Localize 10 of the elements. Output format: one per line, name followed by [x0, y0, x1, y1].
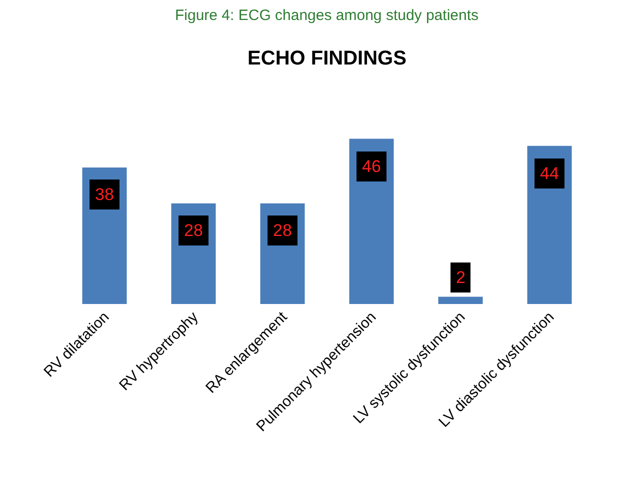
caption: Figure 4: ECG changes among study patients — [175, 7, 479, 24]
bar — [438, 296, 483, 304]
data-label: 2 — [456, 268, 466, 287]
bar — [349, 138, 394, 304]
data-label: 46 — [362, 157, 381, 176]
data-label: 44 — [540, 164, 559, 183]
data-label: 28 — [273, 221, 292, 240]
data-label: 28 — [184, 221, 203, 240]
chart-title: ECHO FINDINGS — [248, 47, 406, 70]
data-label: 38 — [95, 185, 114, 204]
